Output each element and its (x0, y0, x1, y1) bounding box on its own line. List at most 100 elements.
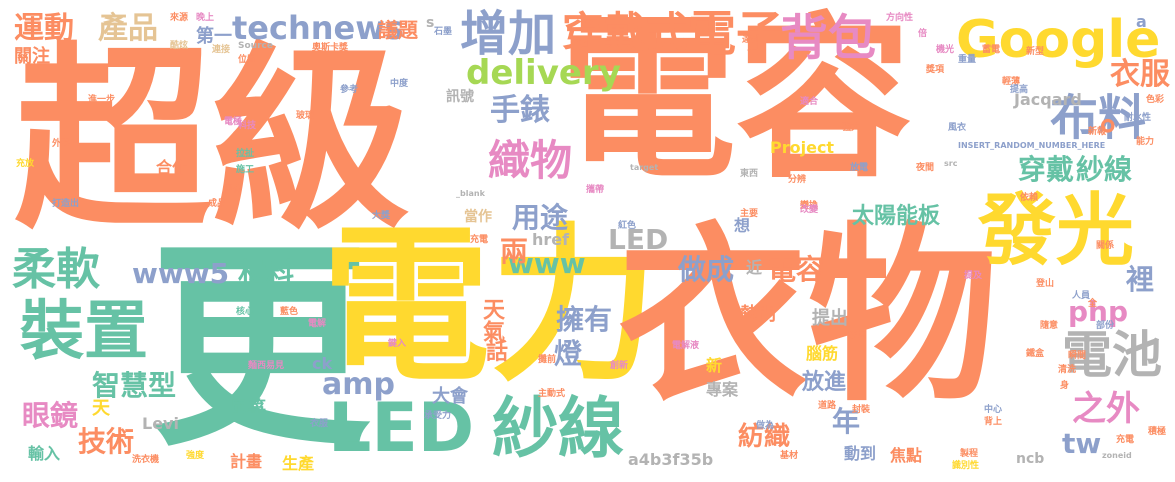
word-chengpin: 成品 (208, 199, 227, 209)
word-dianjieye: 電解液 (672, 341, 700, 351)
word-lache: 拉扯 (236, 149, 255, 159)
word-www: www (508, 247, 586, 280)
word-zhicheng: 製程 (960, 449, 979, 459)
word-jiji: 積極 (1148, 427, 1167, 437)
word-jin: 近 (746, 258, 763, 277)
word-shaxian-large: 紗線 (492, 390, 624, 467)
word-ck: ck (312, 354, 333, 373)
word-beibao: 背包 (780, 10, 877, 66)
word-google: Google (956, 10, 1161, 70)
word-yiwu: 衣物 (618, 206, 999, 427)
word-yongyou: 擁有 (556, 303, 613, 336)
word-guanxi: 關係 (1096, 241, 1115, 251)
word-beishang: 背上 (984, 417, 1003, 427)
word-zuocheng: 做成 (678, 253, 735, 286)
word-haohuai: 好壞 (848, 331, 867, 341)
word-shihe: 適合 (800, 97, 819, 107)
word-suiyi: 隨意 (1040, 321, 1059, 331)
word-diyi: 第一 (196, 26, 232, 47)
word-dianrong-small: 電容 (768, 253, 825, 286)
word-dadao: 達到 (742, 35, 761, 45)
word-source: Source (238, 41, 273, 51)
word-yejian: 夜間 (916, 163, 935, 173)
word-tanqian: 攤前 (538, 355, 557, 365)
word-shigong: 施工 (236, 165, 255, 175)
word-yundong: 運動 (14, 11, 74, 46)
word-chongdian: 充電 (470, 235, 489, 245)
word-qingxi: 清洗 (1058, 365, 1077, 375)
word-qingbao: 輕薄 (1002, 77, 1021, 87)
word-dianrong: 電容 (560, 0, 913, 202)
word-www5: www5 (132, 257, 230, 290)
word-xinbao: 新報 (1088, 127, 1107, 137)
word-jacqard: Jacqard (1014, 90, 1082, 109)
word-fengyi: 風衣 (948, 123, 967, 133)
word-faguang: 發光 (978, 186, 1135, 276)
word-fengzheng: 風箏 (230, 398, 266, 419)
word-boli: 玻璃 (296, 111, 315, 121)
word-dianchi: 電池 (1062, 326, 1162, 384)
word-shunjian: 瞬間 (1068, 351, 1087, 361)
word-jicai: 基材 (780, 451, 799, 461)
word-delivery: delivery (466, 53, 621, 93)
word-zengjia: 增加 (460, 6, 557, 62)
word-fenbian: 分辨 (788, 175, 807, 185)
word-fangjin: 放進 (802, 370, 847, 395)
word-zhuanan: 專案 (706, 380, 739, 399)
word-php: php (1068, 295, 1129, 328)
word-shoubiao: 手錶 (490, 93, 550, 128)
word-levi: Levi (142, 414, 179, 433)
word-jishu: 技術 (78, 425, 135, 458)
word-jiaodian: 焦點 (890, 446, 923, 465)
word-xin: 新 (706, 356, 723, 375)
word-xinxing: 新型 (1026, 47, 1045, 57)
word-s: s (426, 15, 435, 31)
word-lanse: 藍色 (280, 307, 299, 317)
word-fangzhi: 紡織 (738, 422, 791, 452)
word-zhongliang: 重量 (958, 55, 977, 65)
word-zhudongshi: 主動式 (538, 389, 566, 399)
word-chuandaishi: 穿戴式 (562, 8, 689, 57)
word-dangzuo: 當作 (464, 209, 492, 225)
word-src: src (944, 159, 958, 168)
word-zhiwu: 織物 (488, 136, 573, 185)
word-xiyiji: 洗衣機 (132, 455, 160, 465)
word-dongdao: 動到 (844, 444, 877, 463)
word-chanpin: 產品 (98, 11, 158, 46)
word-bianhuan: 變換 (800, 201, 819, 211)
word-tianqi: 天氣 (479, 298, 504, 342)
word-zhihuixing: 智慧型 (92, 369, 177, 402)
word-target: target (630, 163, 659, 172)
word-chongdian2: 充電 (1116, 435, 1135, 445)
word-chongfang: 充放 (16, 159, 35, 169)
word-chuangxin: 創新 (610, 361, 629, 371)
word-yifu: 衣服 (1110, 57, 1170, 92)
word-bei: 倍 (918, 29, 928, 39)
word-yongtu: 用途 (512, 201, 569, 234)
word-xunhao: 訊號 (446, 89, 474, 105)
word-tigao: 提高 (1010, 85, 1029, 95)
word-cankao: 參考 (340, 85, 359, 95)
word-nian: 年 (832, 405, 861, 438)
word-qiangda: 強大 (842, 123, 861, 133)
word-dianli: 電力 (322, 208, 658, 404)
word-lianjie: 連接 (212, 45, 231, 55)
word-jianru: 鍵入 (388, 339, 407, 349)
word-xiang: 想 (734, 216, 751, 235)
word-secai: 色彩 (1146, 95, 1165, 105)
word-xianeryijian: 麵西易見 (248, 361, 285, 371)
word-yilai: 依賴 (1020, 193, 1039, 203)
word-cailiao: 材料 (238, 257, 295, 290)
word-waitao: 外套 (52, 139, 71, 149)
word-zhongdu: 中度 (390, 79, 409, 89)
word-yiti: 議題 (378, 18, 418, 42)
word-zhuyao: 主要 (740, 209, 759, 219)
word-daolu: 道路 (818, 401, 837, 411)
word-amp: amp (322, 367, 395, 402)
word-tian: 天 (92, 398, 110, 419)
word-laiyuan: 來源 (170, 13, 189, 23)
word-jihua: 計畫 (230, 452, 263, 471)
word-hua: 話 (486, 340, 509, 365)
word-href: href (532, 230, 570, 249)
word-yifu-small: 衣服 (310, 419, 329, 429)
